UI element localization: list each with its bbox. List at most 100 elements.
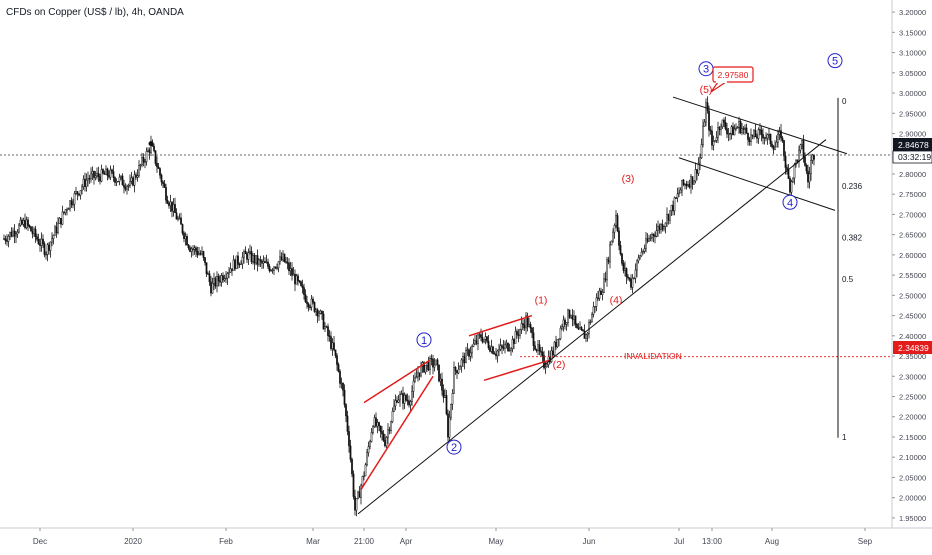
- candle-body: [115, 181, 118, 183]
- candle-body: [411, 391, 413, 402]
- price-tick-label: 2.75000: [899, 190, 926, 199]
- candle-body: [781, 137, 784, 141]
- candle-body: [520, 323, 523, 330]
- candle-body: [753, 130, 755, 137]
- candle-body: [375, 417, 377, 427]
- wave-label-red: (3): [622, 173, 635, 185]
- candle-body: [336, 355, 338, 365]
- candle-body: [43, 243, 46, 255]
- candle-body: [384, 440, 386, 447]
- candle-body: [597, 297, 599, 299]
- price-tick-label: 2.10000: [899, 453, 926, 462]
- wave-labels: 0 0.236 0.382 0.5 1 1 2 3 4 5 (1) (2) (3) (4) (5): [416, 53, 863, 455]
- time-axis[interactable]: Dec 2020 Feb Mar 21:00 Apr May Jun Jul 13:00 Aug Se…: [33, 528, 932, 546]
- candle-body: [159, 168, 161, 176]
- time-tick-label: Aug: [765, 537, 779, 546]
- candle-body: [505, 342, 508, 345]
- candle-body: [625, 268, 628, 278]
- candle-body: [582, 329, 584, 332]
- price-tick-label: 2.35000: [899, 352, 926, 361]
- price-tick-label: 2.40000: [899, 332, 926, 341]
- candle-body: [793, 164, 796, 179]
- candle-body: [750, 134, 752, 142]
- candle-body: [306, 301, 308, 305]
- candle-body: [610, 240, 613, 246]
- candle-body: [213, 278, 215, 284]
- candle-body: [453, 367, 455, 394]
- candle-body: [97, 172, 100, 177]
- candle-body: [448, 416, 451, 438]
- candle-body: [667, 214, 670, 221]
- candle-body: [303, 287, 305, 295]
- candle-body: [594, 306, 596, 308]
- candle-body: [291, 268, 293, 276]
- candle-body: [85, 179, 88, 187]
- candle-body: [607, 259, 610, 263]
- candle-body: [579, 327, 581, 330]
- candle-body: [424, 365, 427, 373]
- candle-body: [201, 251, 203, 255]
- candle-body: [259, 259, 262, 262]
- candle-body: [490, 346, 493, 352]
- candle-body: [66, 209, 68, 211]
- price-tick-label: 2.50000: [899, 291, 926, 300]
- candle-body: [486, 336, 488, 342]
- candle-body: [348, 431, 350, 447]
- candle-body: [661, 224, 664, 230]
- candle-body: [88, 178, 91, 180]
- candle-body: [660, 224, 662, 231]
- candle-body: [666, 214, 668, 224]
- candle-body: [63, 211, 65, 214]
- candle-body: [723, 119, 725, 123]
- candle-body: [124, 186, 127, 190]
- candle-body: [693, 180, 695, 185]
- candle-body: [795, 159, 797, 165]
- candle-body: [313, 302, 316, 312]
- candle-body: [498, 349, 500, 352]
- candle-body: [172, 204, 175, 212]
- candle-body: [145, 151, 148, 163]
- candle-body: [456, 370, 458, 374]
- time-tick-label: 13:00: [702, 537, 723, 546]
- price-tick-label: 3.15000: [899, 28, 926, 37]
- candle-body: [696, 169, 698, 174]
- candle-body: [142, 157, 145, 163]
- trendline: [468, 314, 533, 337]
- time-tick-label: 2020: [124, 537, 142, 546]
- trendline: [678, 157, 836, 211]
- candle-body: [114, 177, 116, 183]
- candle-body: [462, 356, 464, 361]
- candle-body: [40, 238, 43, 246]
- candle-body: [208, 273, 211, 283]
- candle-body: [457, 369, 460, 374]
- candle-body: [493, 353, 496, 355]
- candle-body: [256, 255, 259, 265]
- candle-body: [619, 245, 622, 255]
- candle-body: [612, 231, 614, 242]
- time-tick-label: Feb: [219, 537, 233, 546]
- candle-body: [678, 192, 680, 195]
- candle-body: [480, 334, 482, 338]
- candle-body: [786, 167, 788, 171]
- price-candles: [3, 96, 815, 517]
- candle-body: [808, 173, 811, 183]
- candle-body: [663, 226, 665, 230]
- candle-body: [784, 155, 787, 168]
- wave-label-red: (2): [553, 359, 566, 371]
- candle-body: [463, 356, 466, 364]
- candle-body: [168, 203, 170, 206]
- candle-body: [672, 204, 674, 212]
- candle-body: [321, 310, 323, 315]
- candle-body: [454, 367, 457, 371]
- candle-body: [117, 180, 119, 183]
- candle-body: [570, 315, 572, 318]
- candle-body: [252, 255, 254, 263]
- candle-body: [562, 319, 565, 328]
- candle-body: [225, 277, 227, 280]
- candle-body: [546, 364, 548, 368]
- candle-body: [234, 259, 236, 270]
- candle-body: [12, 230, 14, 237]
- callout-box[interactable]: [712, 66, 754, 83]
